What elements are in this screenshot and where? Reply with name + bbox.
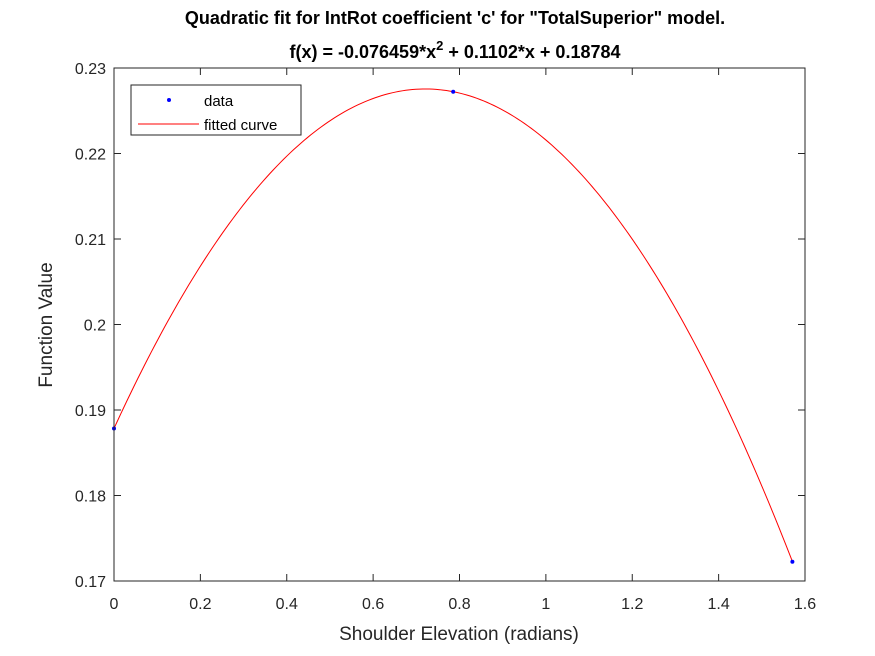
axes-box [113, 67, 806, 582]
y-tick-label: 0.18 [75, 489, 106, 506]
y-axis-label: Function Value [36, 262, 57, 387]
x-tick-label: 1.4 [708, 596, 730, 613]
x-tick-label: 1.2 [621, 596, 643, 613]
x-tick-label: 0.6 [362, 596, 384, 613]
title-formula-start: f(x) = -0.076459*x [290, 42, 437, 62]
title-formula-end: + 0.1102*x + 0.18784 [443, 42, 620, 62]
data-point [790, 559, 795, 564]
y-tick-label: 0.22 [75, 147, 106, 164]
data-point [451, 89, 456, 94]
legend-label-data: data [204, 93, 234, 110]
legend-data-marker [167, 98, 171, 102]
title-formula-exponent: 2 [436, 38, 443, 53]
x-tick-label: 1 [541, 596, 550, 613]
x-tick-label: 0.8 [448, 596, 470, 613]
tick-labels: 0 0.2 0.4 0.6 0.8 1 1.2 1.4 1.6 0.17 0.18 0.19 0.2 0.… [75, 61, 816, 613]
y-tick-label: 0.19 [75, 403, 106, 420]
y-tick-label: 0.21 [75, 232, 106, 249]
chart-title-line2: f(x) = -0.076459*x2 + 0.1102*x + 0.18784 [290, 38, 621, 62]
legend: data fitted curve [130, 84, 302, 136]
y-tick-label: 0.23 [75, 61, 106, 78]
legend-box [130, 84, 302, 136]
x-tick-label: 0 [110, 596, 119, 613]
x-tick-label: 0.4 [276, 596, 298, 613]
x-tick-label: 1.6 [794, 596, 816, 613]
x-tick-label: 0.2 [189, 596, 211, 613]
legend-label-fitted-curve: fitted curve [204, 117, 277, 134]
x-axis-label: Shoulder Elevation (radians) [339, 624, 579, 645]
chart-title-line1: Quadratic fit for IntRot coefficient 'c'… [185, 8, 725, 28]
y-tick-label: 0.17 [75, 574, 106, 591]
y-tick-label: 0.2 [84, 318, 106, 335]
